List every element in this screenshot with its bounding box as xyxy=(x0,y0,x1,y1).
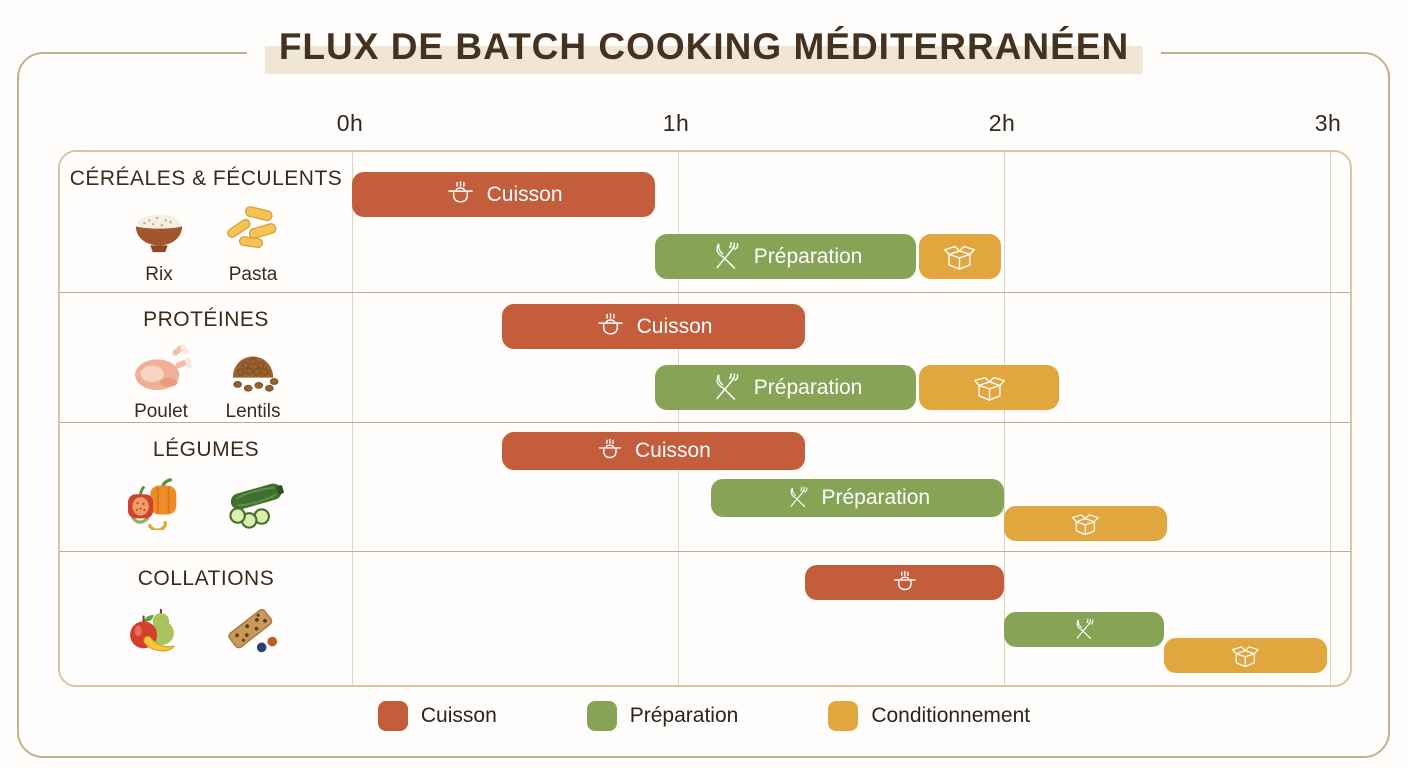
rice-bowl-icon xyxy=(128,203,190,262)
food-item xyxy=(222,603,284,662)
gantt-bar-conditionnement xyxy=(919,234,1001,279)
page-title-text: FLUX DE BATCH COOKING MÉDITERRANÉEN xyxy=(264,24,1144,76)
box-icon xyxy=(943,242,976,272)
food-item: Rix xyxy=(128,203,190,286)
food-label: Rix xyxy=(145,264,173,285)
gantt-bar-conditionnement xyxy=(1004,506,1167,541)
box-icon xyxy=(1231,643,1260,669)
food-label: Pasta xyxy=(228,264,278,285)
pot-icon xyxy=(445,180,476,209)
legend-item-preparation: Préparation xyxy=(586,701,739,731)
time-label-2h: 2h xyxy=(988,110,1016,136)
utensils-icon xyxy=(709,240,743,274)
food-item xyxy=(128,603,190,662)
gridline-0h xyxy=(352,152,354,685)
food-item xyxy=(124,474,188,535)
utensils-icon xyxy=(709,371,743,405)
granola-bar-icon xyxy=(222,603,284,662)
gantt-bar-preparation: Préparation xyxy=(655,234,916,279)
gantt-bar-preparation: Préparation xyxy=(655,365,916,410)
gantt-bar-preparation: Préparation xyxy=(710,479,1004,517)
gridline-2h xyxy=(1004,152,1006,685)
gantt-bar-cuisson xyxy=(805,565,1004,600)
food-label: Lentils xyxy=(225,401,281,422)
pot-icon xyxy=(891,570,919,596)
legend-label: Conditionnement xyxy=(871,704,1031,727)
row-label-column: CÉRÉALES & FÉCULENTS Rix Pasta xyxy=(60,152,352,292)
chicken-icon xyxy=(130,344,192,399)
bar-label: Préparation xyxy=(753,375,863,399)
legend-label: Cuisson xyxy=(420,704,497,727)
food-item xyxy=(220,478,288,535)
lentils-icon xyxy=(224,346,282,399)
food-icons: Poulet Lentils xyxy=(130,344,282,423)
time-axis: 0h 1h 2h 3h xyxy=(0,110,1408,146)
row-proteines: PROTÉINES Poulet Lentils xyxy=(60,292,1350,422)
row-label-column: LÉGUMES xyxy=(60,423,352,551)
row-category-label: LÉGUMES xyxy=(152,438,260,461)
legend-swatch-conditionnement xyxy=(828,701,859,731)
food-item: Pasta xyxy=(222,203,284,286)
row-label-column: PROTÉINES Poulet Lentils xyxy=(60,293,352,422)
gantt-bar-cuisson: Cuisson xyxy=(501,432,806,470)
bar-label: Préparation xyxy=(821,486,931,509)
gantt-bar-conditionnement xyxy=(919,365,1060,410)
row-category-label: CÉRÉALES & FÉCULENTS xyxy=(69,167,343,190)
time-label-1h: 1h xyxy=(662,110,690,136)
row-cereales-feculents: CÉRÉALES & FÉCULENTS Rix Pasta xyxy=(60,152,1350,292)
legend: Cuisson Préparation Conditionnement xyxy=(0,698,1408,734)
legend-label: Préparation xyxy=(629,704,739,727)
gantt-bar-preparation xyxy=(1004,612,1164,647)
time-label-0h: 0h xyxy=(336,110,364,136)
bar-label: Cuisson xyxy=(486,182,563,206)
row-category-label: COLLATIONS xyxy=(137,567,275,590)
legend-item-cuisson: Cuisson xyxy=(377,701,497,731)
legend-item-conditionnement: Conditionnement xyxy=(828,701,1030,731)
gantt-bar-conditionnement xyxy=(1163,638,1327,673)
pot-icon xyxy=(596,438,624,464)
page-title: FLUX DE BATCH COOKING MÉDITERRANÉEN xyxy=(246,24,1162,76)
zucchini-icon xyxy=(220,478,288,535)
bar-label: Préparation xyxy=(753,244,863,268)
box-icon xyxy=(973,373,1006,403)
food-label: Poulet xyxy=(134,401,188,422)
row-label-column: COLLATIONS xyxy=(60,552,352,685)
legend-swatch-preparation xyxy=(586,701,617,731)
fruits-icon xyxy=(128,603,190,662)
row-category-label: PROTÉINES xyxy=(143,308,269,331)
gantt-bar-cuisson: Cuisson xyxy=(501,304,806,349)
peppers-icon xyxy=(124,474,188,535)
gridline-1h xyxy=(678,152,680,685)
legend-swatch-cuisson xyxy=(377,701,408,731)
bar-label: Cuisson xyxy=(634,439,711,462)
utensils-icon xyxy=(785,485,811,511)
gantt-grid: CÉRÉALES & FÉCULENTS Rix Pasta Cuisson Prépa… xyxy=(58,150,1352,687)
pasta-icon xyxy=(222,203,284,262)
box-icon xyxy=(1071,511,1100,537)
gridline-3h xyxy=(1330,152,1332,685)
row-legumes: LÉGUMES xyxy=(60,422,1350,551)
food-icons xyxy=(124,474,288,535)
row-collations: COLLATIONS xyxy=(60,551,1350,685)
pot-icon xyxy=(595,312,626,341)
time-label-3h: 3h xyxy=(1314,110,1342,136)
bar-label: Cuisson xyxy=(636,314,713,338)
gantt-bar-cuisson: Cuisson xyxy=(352,172,656,217)
food-item: Poulet xyxy=(130,344,192,423)
food-icons xyxy=(128,603,284,662)
food-icons: Rix Pasta xyxy=(128,203,284,286)
food-item: Lentils xyxy=(224,346,282,423)
utensils-icon xyxy=(1071,617,1097,643)
